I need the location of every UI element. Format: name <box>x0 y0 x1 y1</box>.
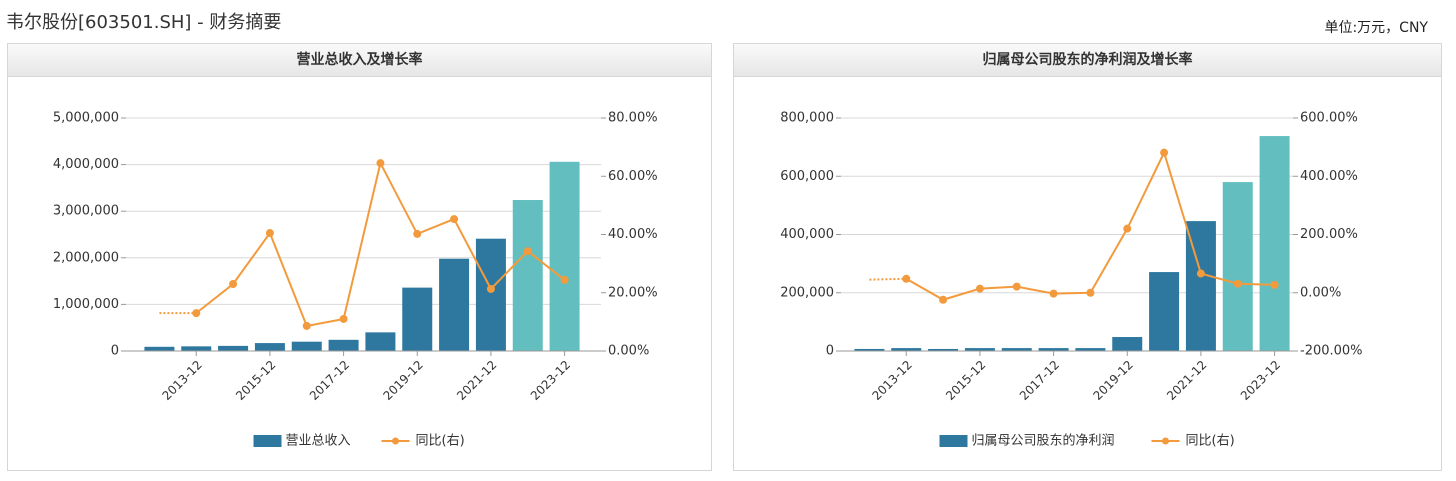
line-marker <box>1123 224 1132 233</box>
line-marker <box>229 280 238 289</box>
bar <box>439 258 470 351</box>
x-tick-label: 2023-12 <box>528 358 573 403</box>
bar <box>402 287 433 351</box>
x-tick-label: 2017-12 <box>1017 358 1062 403</box>
x-tick-label: 2019-12 <box>1090 358 1135 403</box>
y2-tick-label: 400.00% <box>1300 169 1358 184</box>
bar <box>1075 348 1106 351</box>
y-tick-label: 1,000,000 <box>53 297 119 312</box>
line-marker <box>1086 288 1095 297</box>
legend-swatch <box>1162 437 1169 445</box>
bar <box>928 348 959 351</box>
line-marker <box>1049 289 1058 298</box>
line-marker <box>376 159 385 168</box>
y2-tick-label: 0.00% <box>1300 285 1341 300</box>
line <box>905 149 1275 301</box>
bar <box>328 339 359 351</box>
line-marker <box>902 274 911 283</box>
line-marker <box>192 309 201 318</box>
x-tick-label: 2021-12 <box>1164 358 1209 403</box>
bar <box>549 161 580 351</box>
bar <box>254 343 285 351</box>
y2-tick-label: 20.00% <box>608 285 658 300</box>
x-tick-label: 2023-12 <box>1238 358 1283 403</box>
y-tick-label: 5,000,000 <box>53 111 119 126</box>
line-lead <box>869 277 907 281</box>
y2-tick-label: 600.00% <box>1300 111 1358 126</box>
x-tick-label: 2019-12 <box>380 358 425 403</box>
bar <box>1112 337 1143 351</box>
y-tick-label: 200,000 <box>780 285 834 300</box>
legend-label: 营业总收入 <box>286 434 351 449</box>
panel: 营业总收入及增长率 0 1,000,000 2,000,000 3,000,000 4,… <box>7 43 712 471</box>
line-marker <box>1160 148 1169 157</box>
y-tick-label: 400,000 <box>780 227 834 242</box>
unit-label: 单位:万元，CNY <box>1324 20 1428 36</box>
bar <box>964 348 995 351</box>
page-title: 韦尔股份[603501.SH] - 财务摘要 <box>6 12 282 33</box>
line-marker <box>339 314 348 323</box>
legend-swatch <box>939 435 968 447</box>
line-marker <box>1270 280 1279 289</box>
line-marker <box>413 229 422 238</box>
line-marker <box>1012 282 1021 291</box>
y2-tick-label: -200.00% <box>1300 344 1363 359</box>
line-marker <box>523 247 532 256</box>
x-tick-label: 2013-12 <box>159 358 204 403</box>
line-marker <box>302 321 311 330</box>
legend-swatch <box>392 437 399 445</box>
panel-title: 归属母公司股东的净利润及增长率 <box>734 44 1441 77</box>
bar <box>854 348 885 351</box>
line <box>195 160 566 328</box>
bar <box>891 348 922 351</box>
line-marker <box>486 284 495 293</box>
bar <box>181 346 212 351</box>
line-marker <box>939 295 948 304</box>
bar <box>144 346 175 351</box>
x-tick-label: 2013-12 <box>869 358 914 403</box>
bar <box>218 345 249 351</box>
legend-swatch <box>253 435 282 447</box>
y2-tick-label: 40.00% <box>608 227 658 242</box>
line-marker <box>560 275 569 284</box>
line-marker <box>1196 269 1205 278</box>
y-tick-label: 4,000,000 <box>53 157 119 172</box>
bar <box>291 341 322 351</box>
y-tick-label: 0 <box>826 344 834 359</box>
line-marker <box>975 284 984 293</box>
bar <box>1222 182 1253 351</box>
y-tick-label: 2,000,000 <box>53 250 119 265</box>
bar <box>365 332 396 351</box>
panel: 归属母公司股东的净利润及增长率 0 200,000 400,000 600,000 80… <box>733 43 1442 471</box>
bar <box>512 200 543 351</box>
x-tick-label: 2015-12 <box>943 358 988 403</box>
panel-title: 营业总收入及增长率 <box>8 44 711 77</box>
y2-tick-label: 200.00% <box>1300 227 1358 242</box>
bar <box>1001 348 1032 351</box>
bar <box>1149 272 1180 351</box>
legend-label: 同比(右) <box>1186 434 1235 449</box>
y-tick-label: 3,000,000 <box>53 204 119 219</box>
y2-tick-label: 80.00% <box>608 111 658 126</box>
y-tick-label: 0 <box>111 344 119 359</box>
y2-tick-label: 60.00% <box>608 169 658 184</box>
bar <box>1038 348 1069 351</box>
line-marker <box>450 215 459 224</box>
bar <box>475 238 506 351</box>
legend-label: 归属母公司股东的净利润 <box>972 433 1115 449</box>
chart: 0 200,000 400,000 600,000 800,000 -200.00% 0.0… <box>780 111 1363 449</box>
x-tick-label: 2021-12 <box>454 358 499 403</box>
y-tick-label: 800,000 <box>780 111 834 126</box>
x-tick-label: 2015-12 <box>233 358 278 403</box>
y-tick-label: 600,000 <box>780 169 834 184</box>
chart: 0 1,000,000 2,000,000 3,000,000 4,000,000 5,0… <box>53 111 658 449</box>
legend-label: 同比(右) <box>416 434 465 449</box>
x-tick-label: 2017-12 <box>307 358 352 403</box>
y2-tick-label: 0.00% <box>608 344 649 359</box>
line-marker <box>265 229 274 238</box>
bar <box>1259 136 1290 351</box>
line-marker <box>1233 279 1242 288</box>
